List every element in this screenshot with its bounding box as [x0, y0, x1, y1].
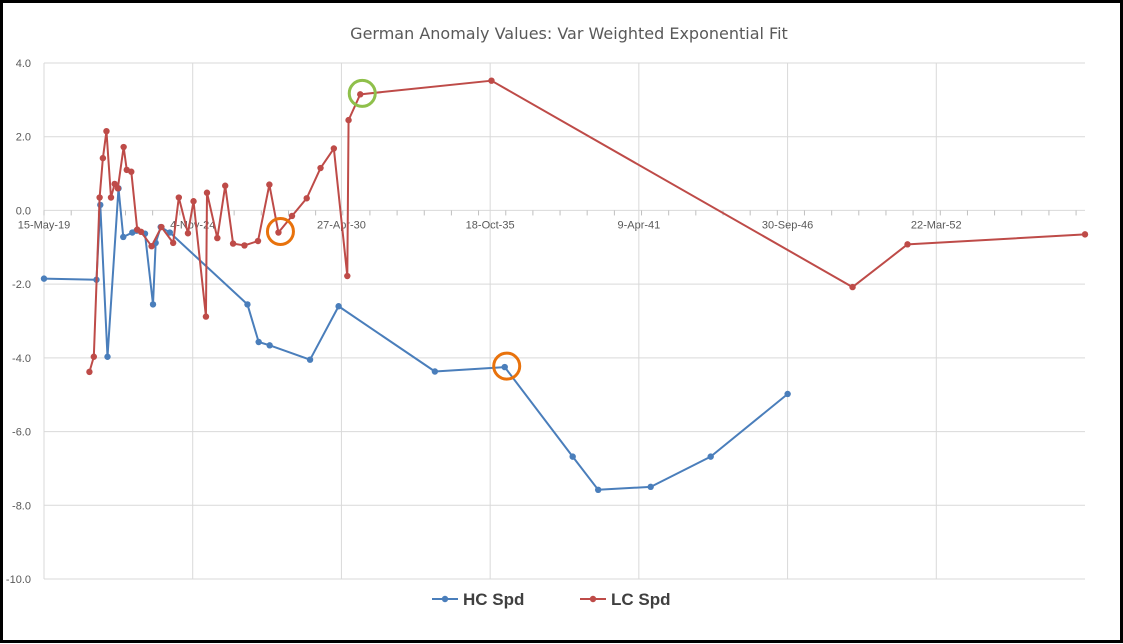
- data-point: [99, 154, 107, 162]
- data-point: [40, 275, 48, 282]
- y-tick-label: -6.0: [12, 427, 31, 439]
- data-point: [1081, 231, 1089, 238]
- data-point: [203, 189, 211, 196]
- y-tick-label: -8.0: [12, 500, 31, 512]
- data-point: [330, 145, 338, 152]
- data-point: [104, 353, 111, 360]
- y-tick-label: -10.0: [6, 574, 31, 586]
- data-point: [317, 164, 324, 172]
- data-point: [120, 143, 127, 151]
- data-point: [345, 116, 352, 124]
- data-point: [849, 283, 856, 291]
- data-point: [357, 91, 364, 98]
- x-tick-label: 15-May-19: [18, 219, 71, 231]
- data-point: [266, 342, 273, 349]
- data-point: [107, 194, 115, 201]
- x-tick-label: 9-Apr-41: [617, 219, 660, 231]
- series-group: [40, 77, 1089, 494]
- data-point: [169, 239, 177, 247]
- data-point: [86, 368, 93, 376]
- data-point: [166, 229, 174, 236]
- data-point: [303, 195, 310, 202]
- legend-label: LC Spd: [611, 590, 671, 609]
- data-point: [137, 228, 145, 236]
- data-point: [501, 363, 508, 371]
- data-point: [120, 233, 127, 241]
- x-tick-label: 22-Mar-52: [911, 219, 962, 231]
- data-point: [111, 180, 118, 188]
- data-point: [114, 185, 122, 192]
- data-point: [344, 272, 351, 280]
- y-tick-label: 0.0: [16, 205, 31, 217]
- data-point: [96, 194, 103, 201]
- data-point: [241, 242, 248, 249]
- axes: 4.0 2.0 0.0 -2.0 -4.0 -6.0 -8.0 -10.0 15-May-19 4…: [6, 58, 1085, 586]
- data-point: [190, 198, 197, 205]
- data-point: [175, 194, 183, 201]
- data-point: [90, 353, 98, 360]
- data-point: [488, 77, 495, 84]
- legend-marker: [589, 595, 597, 603]
- data-point: [306, 356, 314, 363]
- data-point: [904, 241, 911, 248]
- data-point: [148, 242, 155, 250]
- data-point: [202, 313, 210, 320]
- data-point: [784, 390, 791, 398]
- data-point: [184, 230, 192, 237]
- data-point: [288, 212, 296, 220]
- data-point: [594, 486, 602, 494]
- legend-marker: [441, 595, 449, 603]
- chart-title: German Anomaly Values: Var Weighted Expo…: [350, 24, 788, 43]
- data-point: [266, 181, 273, 188]
- annotation-circles: [265, 78, 522, 381]
- x-tick-label: 18-Oct-35: [466, 219, 515, 231]
- data-point: [229, 240, 237, 247]
- data-point: [707, 453, 714, 460]
- data-point: [128, 168, 135, 175]
- data-point: [244, 301, 251, 308]
- highlight-circle: [347, 78, 377, 108]
- gridlines: [43, 62, 1085, 580]
- data-point: [431, 368, 439, 375]
- data-point: [335, 303, 342, 310]
- x-tick-label: 4-Nov-24: [170, 219, 215, 231]
- legend: HC Spd LC Spd: [432, 590, 671, 609]
- y-tick-label: -2.0: [12, 279, 31, 291]
- data-point: [149, 301, 157, 308]
- data-point: [275, 229, 282, 236]
- y-tick-label: 2.0: [16, 132, 31, 144]
- data-point: [647, 483, 654, 491]
- data-point: [222, 182, 229, 189]
- highlight-circle: [492, 351, 522, 381]
- x-tick-label: 30-Sep-46: [762, 219, 813, 231]
- y-tick-label: -4.0: [12, 353, 31, 365]
- data-point: [158, 223, 165, 231]
- legend-label: HC Spd: [463, 590, 524, 609]
- data-point: [255, 338, 262, 346]
- data-point: [214, 234, 221, 242]
- data-point: [569, 453, 576, 460]
- data-point: [254, 237, 262, 245]
- y-tick-label: 4.0: [16, 58, 31, 70]
- data-point: [103, 127, 110, 135]
- highlight-circle: [265, 217, 295, 247]
